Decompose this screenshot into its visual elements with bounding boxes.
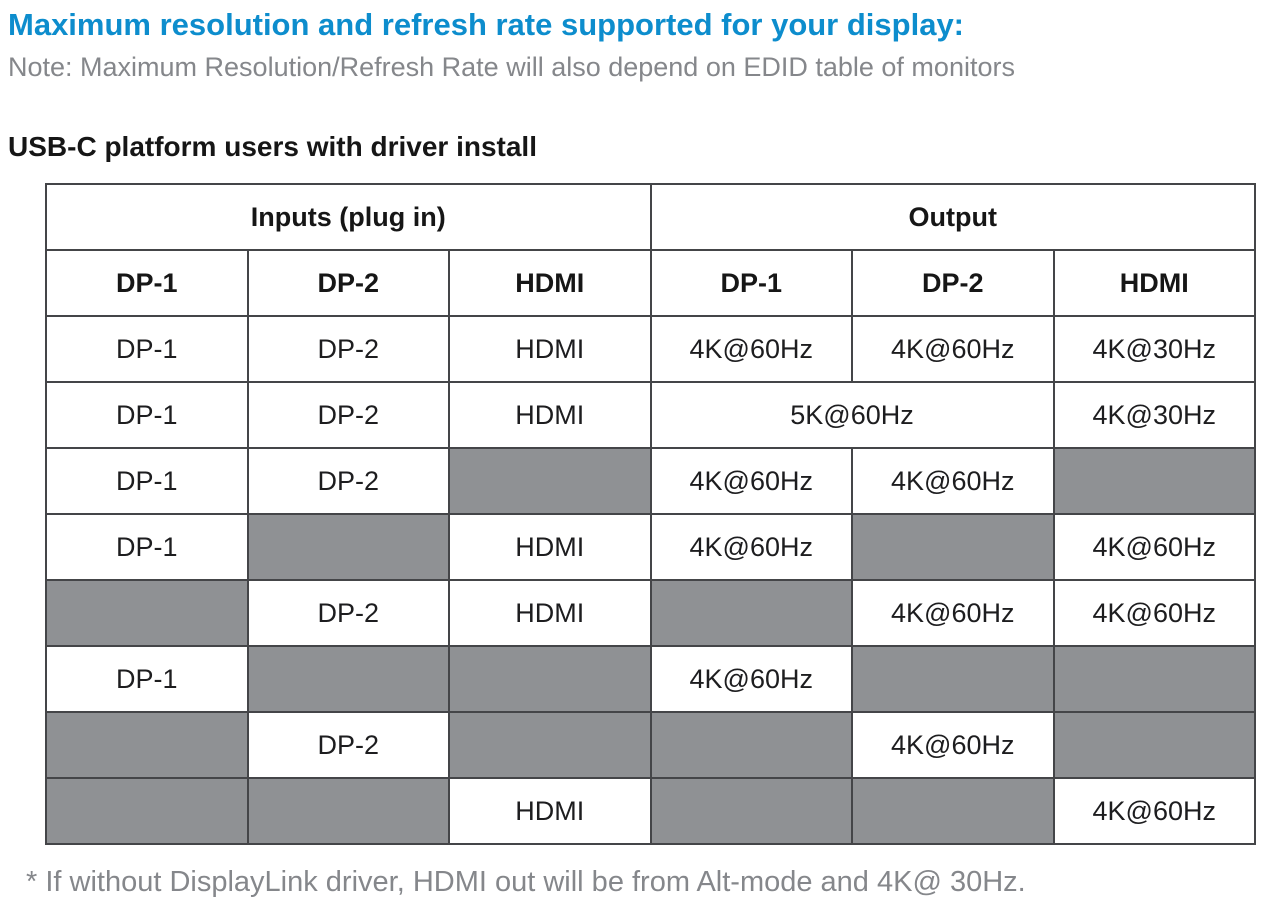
empty-cell — [649, 579, 853, 647]
column-header-dp-2-4: DP-2 — [851, 249, 1055, 317]
table-cell: DP-1 — [45, 315, 249, 383]
table-cell: DP-1 — [45, 645, 249, 713]
empty-cell — [45, 579, 249, 647]
empty-cell — [246, 513, 450, 581]
column-header-hdmi-2: HDMI — [448, 249, 652, 317]
table-cell: HDMI — [448, 579, 652, 647]
table-row: HDMI 4K@60Hz — [45, 777, 1256, 845]
table-cell: 4K@60Hz — [1052, 513, 1256, 581]
empty-cell — [1052, 447, 1256, 515]
empty-cell — [448, 447, 652, 515]
table-cell: HDMI — [448, 315, 652, 383]
empty-cell — [448, 711, 652, 779]
empty-cell — [851, 645, 1055, 713]
note-text: Note: Maximum Resolution/Refresh Rate wi… — [8, 52, 1015, 82]
table-cell: 4K@30Hz — [1052, 381, 1256, 449]
table-cell: 4K@60Hz — [851, 447, 1055, 515]
table-cell: 5K@60Hz — [649, 381, 1055, 449]
empty-cell — [851, 777, 1055, 845]
table-head: Inputs (plug in) Output DP-1 DP-2 HDMI DP-1 DP… — [45, 183, 1256, 317]
table-cell: 4K@60Hz — [851, 315, 1055, 383]
table-row: DP-2 4K@60Hz — [45, 711, 1256, 779]
table-cell: DP-2 — [246, 711, 450, 779]
column-header-dp-2-1: DP-2 — [246, 249, 450, 317]
table-cell: 4K@60Hz — [649, 315, 853, 383]
table-body: DP-1 DP-2 HDMI 4K@60Hz 4K@60Hz 4K@30Hz DP-1 DP-… — [45, 315, 1256, 845]
column-header-row: DP-1 DP-2 HDMI DP-1 DP-2 HDMI — [45, 249, 1256, 317]
table-cell: 4K@60Hz — [649, 447, 853, 515]
table-row: DP-1 DP-2 4K@60Hz 4K@60Hz — [45, 447, 1256, 515]
table-row: DP-1 DP-2 HDMI 4K@60Hz 4K@60Hz 4K@30Hz — [45, 315, 1256, 383]
group-header-row: Inputs (plug in) Output — [45, 183, 1256, 251]
table-cell: DP-1 — [45, 447, 249, 515]
table-cell: 4K@60Hz — [649, 645, 853, 713]
table-row: DP-1 4K@60Hz — [45, 645, 1256, 713]
table-cell: DP-2 — [246, 315, 450, 383]
empty-cell — [448, 645, 652, 713]
table-cell: DP-2 — [246, 579, 450, 647]
table-cell: 4K@30Hz — [1052, 315, 1256, 383]
table-cell: 4K@60Hz — [649, 513, 853, 581]
page-title: Maximum resolution and refresh rate supp… — [8, 7, 965, 42]
table-cell: 4K@60Hz — [851, 579, 1055, 647]
empty-cell — [649, 777, 853, 845]
empty-cell — [246, 777, 450, 845]
section-heading: USB-C platform users with driver install — [8, 131, 537, 162]
empty-cell — [851, 513, 1055, 581]
column-header-dp-1-3: DP-1 — [649, 249, 853, 317]
table-cell: DP-2 — [246, 447, 450, 515]
group-header-output: Output — [649, 183, 1256, 251]
table-cell: HDMI — [448, 777, 652, 845]
table-cell: HDMI — [448, 513, 652, 581]
table-cell: HDMI — [448, 381, 652, 449]
empty-cell — [649, 711, 853, 779]
table-cell: 4K@60Hz — [1052, 579, 1256, 647]
empty-cell — [246, 645, 450, 713]
empty-cell — [1052, 645, 1256, 713]
empty-cell — [45, 777, 249, 845]
table-cell: DP-1 — [45, 381, 249, 449]
table-row: DP-1 HDMI 4K@60Hz 4K@60Hz — [45, 513, 1256, 581]
table-cell: DP-1 — [45, 513, 249, 581]
resolution-table: Inputs (plug in) Output DP-1 DP-2 HDMI DP-1 DP… — [45, 183, 1256, 845]
empty-cell — [1052, 711, 1256, 779]
table-cell: 4K@60Hz — [1052, 777, 1256, 845]
table-row: DP-2 HDMI 4K@60Hz 4K@60Hz — [45, 579, 1256, 647]
table-cell: DP-2 — [246, 381, 450, 449]
table-cell: 4K@60Hz — [851, 711, 1055, 779]
column-header-hdmi-5: HDMI — [1052, 249, 1256, 317]
empty-cell — [45, 711, 249, 779]
table-row: DP-1 DP-2 HDMI 5K@60Hz 4K@30Hz — [45, 381, 1256, 449]
group-header-inputs-plug-in: Inputs (plug in) — [45, 183, 652, 251]
column-header-dp-1-0: DP-1 — [45, 249, 249, 317]
footnote: * If without DisplayLink driver, HDMI ou… — [26, 866, 1026, 898]
